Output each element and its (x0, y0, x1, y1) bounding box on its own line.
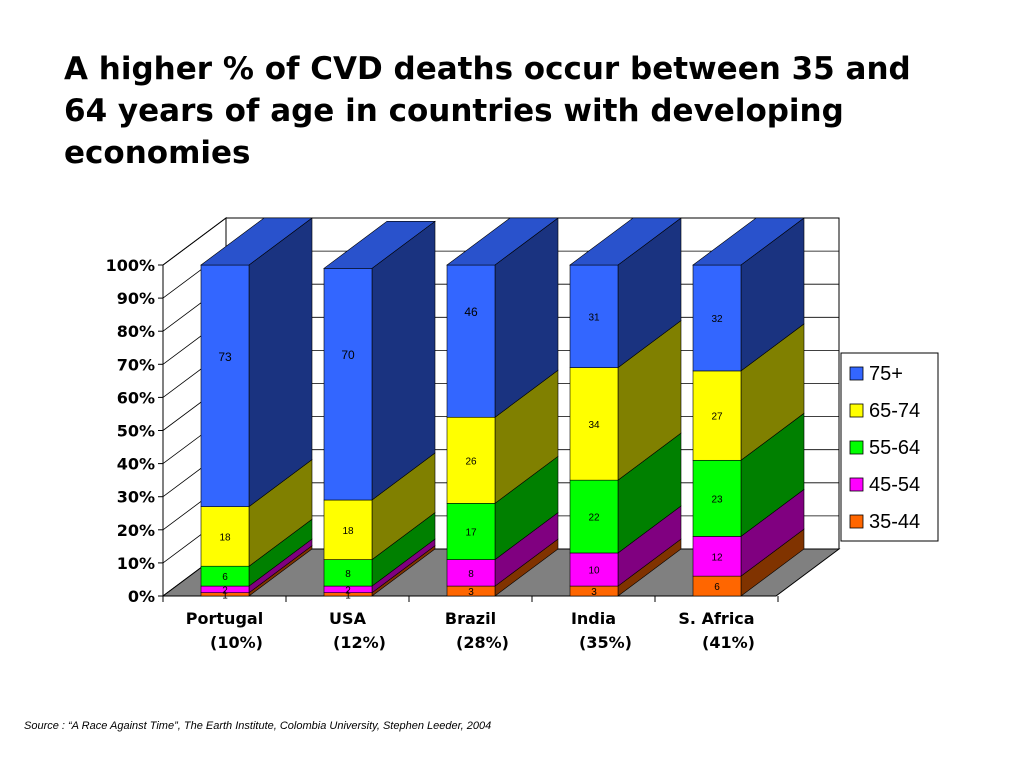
bar-side-75+ (371, 220, 436, 501)
bar-top (569, 217, 682, 266)
data-label: 18 (342, 526, 354, 537)
bar-segment-55-64 (569, 479, 619, 554)
bar-segment-65-74 (569, 367, 619, 481)
bar-segment-65-74 (200, 506, 250, 567)
legend-label: 55-64 (869, 437, 920, 459)
bar-side-75+ (248, 217, 313, 508)
data-label: 31 (588, 312, 600, 323)
data-label: 12 (711, 552, 723, 563)
bar-segment-45-54 (446, 559, 496, 587)
bar-segment-75+ (446, 264, 496, 418)
data-label: 3 (591, 587, 597, 598)
data-label: 27 (711, 412, 723, 423)
legend-swatch (849, 477, 864, 492)
y-tick-label: 30% (117, 488, 155, 507)
bar-segment-75+ (323, 268, 373, 501)
data-label: 26 (465, 456, 477, 467)
y-tick-label: 0% (128, 587, 155, 606)
category-sublabel: (41%) (702, 633, 755, 652)
y-tick-label: 60% (117, 388, 155, 407)
y-tick-label: 100% (106, 256, 155, 275)
legend-swatch (849, 403, 864, 418)
page-title: A higher % of CVD deaths occur between 3… (64, 51, 911, 171)
bar-segment-75+ (200, 264, 250, 507)
legend-label: 75+ (869, 363, 903, 385)
data-label: 18 (219, 532, 231, 543)
data-label: 2 (222, 585, 228, 596)
legend-swatch (849, 366, 864, 381)
y-tick-label: 50% (117, 422, 155, 441)
data-label: 6 (714, 582, 720, 593)
bar-segment-45-54 (569, 552, 619, 587)
bar-segment-55-64 (692, 459, 742, 537)
data-label: 46 (464, 305, 478, 319)
data-label: 8 (345, 569, 351, 580)
category-label: Portugal (186, 609, 263, 628)
category-label: S. Africa (678, 609, 754, 628)
y-tick-label: 40% (117, 455, 155, 474)
legend-label: 45-54 (869, 474, 920, 496)
bar-segment-65-74 (692, 370, 742, 461)
data-label: 1 (345, 590, 351, 601)
bar-top (446, 217, 559, 266)
bar-segment-65-74 (446, 416, 496, 504)
legend-label: 65-74 (869, 400, 920, 422)
bar-segment-55-64 (446, 503, 496, 560)
y-tick-label: 80% (117, 322, 155, 341)
y-tick-label: 10% (117, 554, 155, 573)
data-label: 10 (588, 566, 600, 577)
data-label: 2 (345, 585, 351, 596)
data-label: 8 (468, 569, 474, 580)
legend-label: 35-44 (869, 511, 920, 533)
data-label: 1 (222, 590, 228, 601)
bar-top (323, 221, 436, 269)
data-label: 23 (711, 494, 723, 505)
category-sublabel: (28%) (456, 633, 509, 652)
category-sublabel: (10%) (210, 633, 263, 652)
data-label: 32 (711, 314, 723, 325)
legend-swatch (849, 440, 864, 455)
bar-top (692, 217, 805, 266)
category-sublabel: (35%) (579, 633, 632, 652)
y-tick-label: 90% (117, 289, 155, 308)
bar-segment-75+ (692, 264, 742, 372)
legend-swatch (849, 514, 864, 529)
y-tick-label: 20% (117, 521, 155, 540)
source-note: Source : “A Race Against Time”, The Eart… (24, 720, 492, 732)
data-label: 70 (341, 348, 355, 362)
category-label: USA (329, 609, 367, 628)
category-label: India (571, 609, 616, 628)
bar-segment-75+ (569, 264, 619, 368)
data-label: 22 (588, 513, 600, 524)
data-label: 34 (588, 420, 600, 431)
category-label: Brazil (445, 609, 496, 628)
bar-segment-55-64 (323, 559, 373, 587)
category-sublabel: (12%) (333, 633, 386, 652)
data-label: 73 (218, 350, 232, 364)
data-label: 6 (222, 572, 228, 583)
bar-top (200, 217, 313, 266)
y-tick-label: 70% (117, 355, 155, 374)
data-label: 3 (468, 587, 474, 598)
data-label: 17 (465, 527, 477, 538)
